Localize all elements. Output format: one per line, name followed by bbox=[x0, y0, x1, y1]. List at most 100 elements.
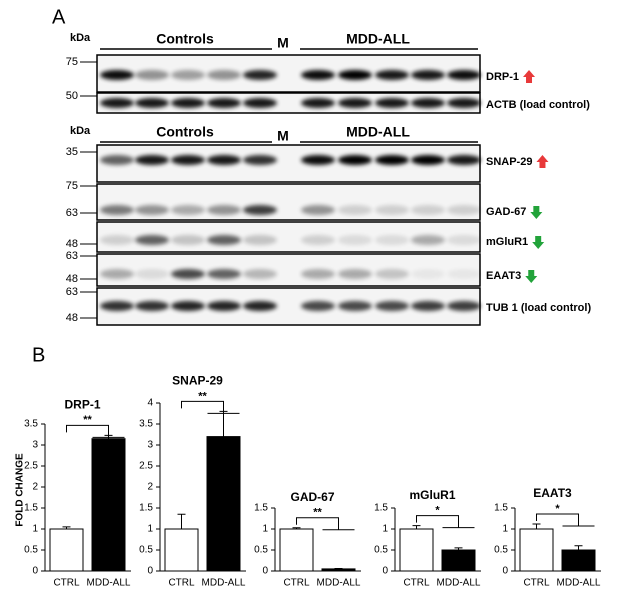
error-bar bbox=[177, 513, 186, 529]
kda-label: kDa bbox=[70, 32, 91, 44]
blot-label: ACTB (load control) bbox=[486, 99, 590, 111]
y-tick-label: 1.5 bbox=[494, 503, 508, 514]
y-tick-label: 1.5 bbox=[254, 503, 268, 514]
y-tick-label: 2 bbox=[147, 482, 153, 493]
bar bbox=[441, 549, 476, 572]
y-tick-label: 0 bbox=[262, 566, 268, 577]
x-tick-label: CTRL bbox=[53, 578, 80, 589]
band bbox=[338, 70, 372, 80]
blot-label: mGluR1 bbox=[486, 236, 528, 248]
y-tick-label: 1 bbox=[502, 524, 508, 535]
band bbox=[301, 70, 335, 80]
band bbox=[411, 235, 445, 245]
y-tick-label: 0.5 bbox=[24, 545, 38, 556]
y-tick-label: 0.5 bbox=[374, 545, 388, 556]
band bbox=[207, 301, 241, 311]
marker-label: 48 bbox=[66, 273, 78, 285]
x-tick-label: MDD-ALL bbox=[202, 578, 246, 589]
marker-label: 48 bbox=[66, 312, 78, 324]
change-arrow bbox=[523, 70, 536, 83]
bar bbox=[164, 528, 199, 572]
error-bar bbox=[219, 410, 228, 437]
marker-label: 63 bbox=[66, 286, 78, 298]
band bbox=[243, 269, 277, 279]
band bbox=[243, 235, 277, 245]
chart-title: DRP-1 bbox=[64, 398, 100, 412]
x-tick-label: MDD-ALL bbox=[557, 578, 601, 589]
error-bar bbox=[62, 526, 71, 529]
error-bar bbox=[532, 523, 541, 529]
band bbox=[301, 269, 335, 279]
band bbox=[171, 301, 205, 311]
x-tick-label: CTRL bbox=[168, 578, 195, 589]
band bbox=[411, 155, 445, 165]
group-label: Controls bbox=[156, 31, 214, 47]
bar bbox=[279, 528, 314, 572]
band bbox=[447, 70, 481, 80]
error-bar bbox=[412, 525, 421, 529]
marker-label: 50 bbox=[66, 90, 78, 102]
band bbox=[207, 205, 241, 215]
y-tick-label: 2.5 bbox=[139, 461, 153, 472]
significance-label: ** bbox=[313, 507, 322, 519]
band bbox=[100, 70, 134, 80]
y-tick-label: 0 bbox=[147, 566, 153, 577]
band bbox=[135, 301, 169, 311]
band bbox=[243, 98, 277, 108]
band bbox=[411, 205, 445, 215]
change-arrow bbox=[532, 236, 545, 249]
band bbox=[447, 205, 481, 215]
band bbox=[375, 301, 409, 311]
band bbox=[301, 98, 335, 108]
bar bbox=[321, 568, 356, 572]
band bbox=[375, 70, 409, 80]
blot-label: EAAT3 bbox=[486, 270, 521, 282]
significance-bracket bbox=[416, 515, 475, 529]
x-tick-label: MDD-ALL bbox=[317, 578, 361, 589]
band bbox=[100, 301, 134, 311]
band bbox=[243, 70, 277, 80]
y-tick-label: 0.5 bbox=[139, 545, 153, 556]
band bbox=[135, 235, 169, 245]
change-arrow bbox=[536, 155, 549, 168]
band bbox=[171, 205, 205, 215]
band bbox=[447, 301, 481, 311]
blot-label: SNAP-29 bbox=[486, 156, 532, 168]
significance-bracket bbox=[181, 400, 240, 414]
band bbox=[171, 269, 205, 279]
blot-label: DRP-1 bbox=[486, 71, 519, 83]
y-tick-label: 1.5 bbox=[24, 503, 38, 514]
chart-title: EAAT3 bbox=[533, 486, 572, 500]
group-label: Controls bbox=[156, 124, 214, 140]
chart-title: SNAP-29 bbox=[172, 374, 223, 388]
y-axis-label: FOLD CHANGE bbox=[15, 453, 26, 527]
panel-label: A bbox=[52, 6, 66, 28]
chart-title: GAD-67 bbox=[290, 490, 334, 504]
bar bbox=[399, 528, 434, 572]
group-label: MDD-ALL bbox=[346, 31, 410, 47]
band bbox=[171, 155, 205, 165]
marker-label: 75 bbox=[66, 56, 78, 68]
significance-bracket bbox=[536, 513, 595, 527]
marker-label: 35 bbox=[66, 146, 78, 158]
band bbox=[207, 235, 241, 245]
band bbox=[135, 269, 169, 279]
bar bbox=[49, 528, 84, 572]
y-tick-label: 1 bbox=[382, 524, 388, 535]
bar bbox=[206, 436, 241, 572]
band bbox=[100, 269, 134, 279]
band bbox=[411, 301, 445, 311]
band bbox=[375, 235, 409, 245]
y-tick-label: 3.5 bbox=[139, 419, 153, 430]
y-tick-label: 1.5 bbox=[374, 503, 388, 514]
blot-label: TUB 1 (load control) bbox=[486, 302, 591, 314]
band bbox=[301, 235, 335, 245]
band bbox=[411, 70, 445, 80]
y-tick-label: 0.5 bbox=[494, 545, 508, 556]
band bbox=[135, 205, 169, 215]
band bbox=[207, 98, 241, 108]
x-tick-label: MDD-ALL bbox=[437, 578, 481, 589]
lane-label: M bbox=[277, 128, 289, 144]
band bbox=[100, 98, 134, 108]
